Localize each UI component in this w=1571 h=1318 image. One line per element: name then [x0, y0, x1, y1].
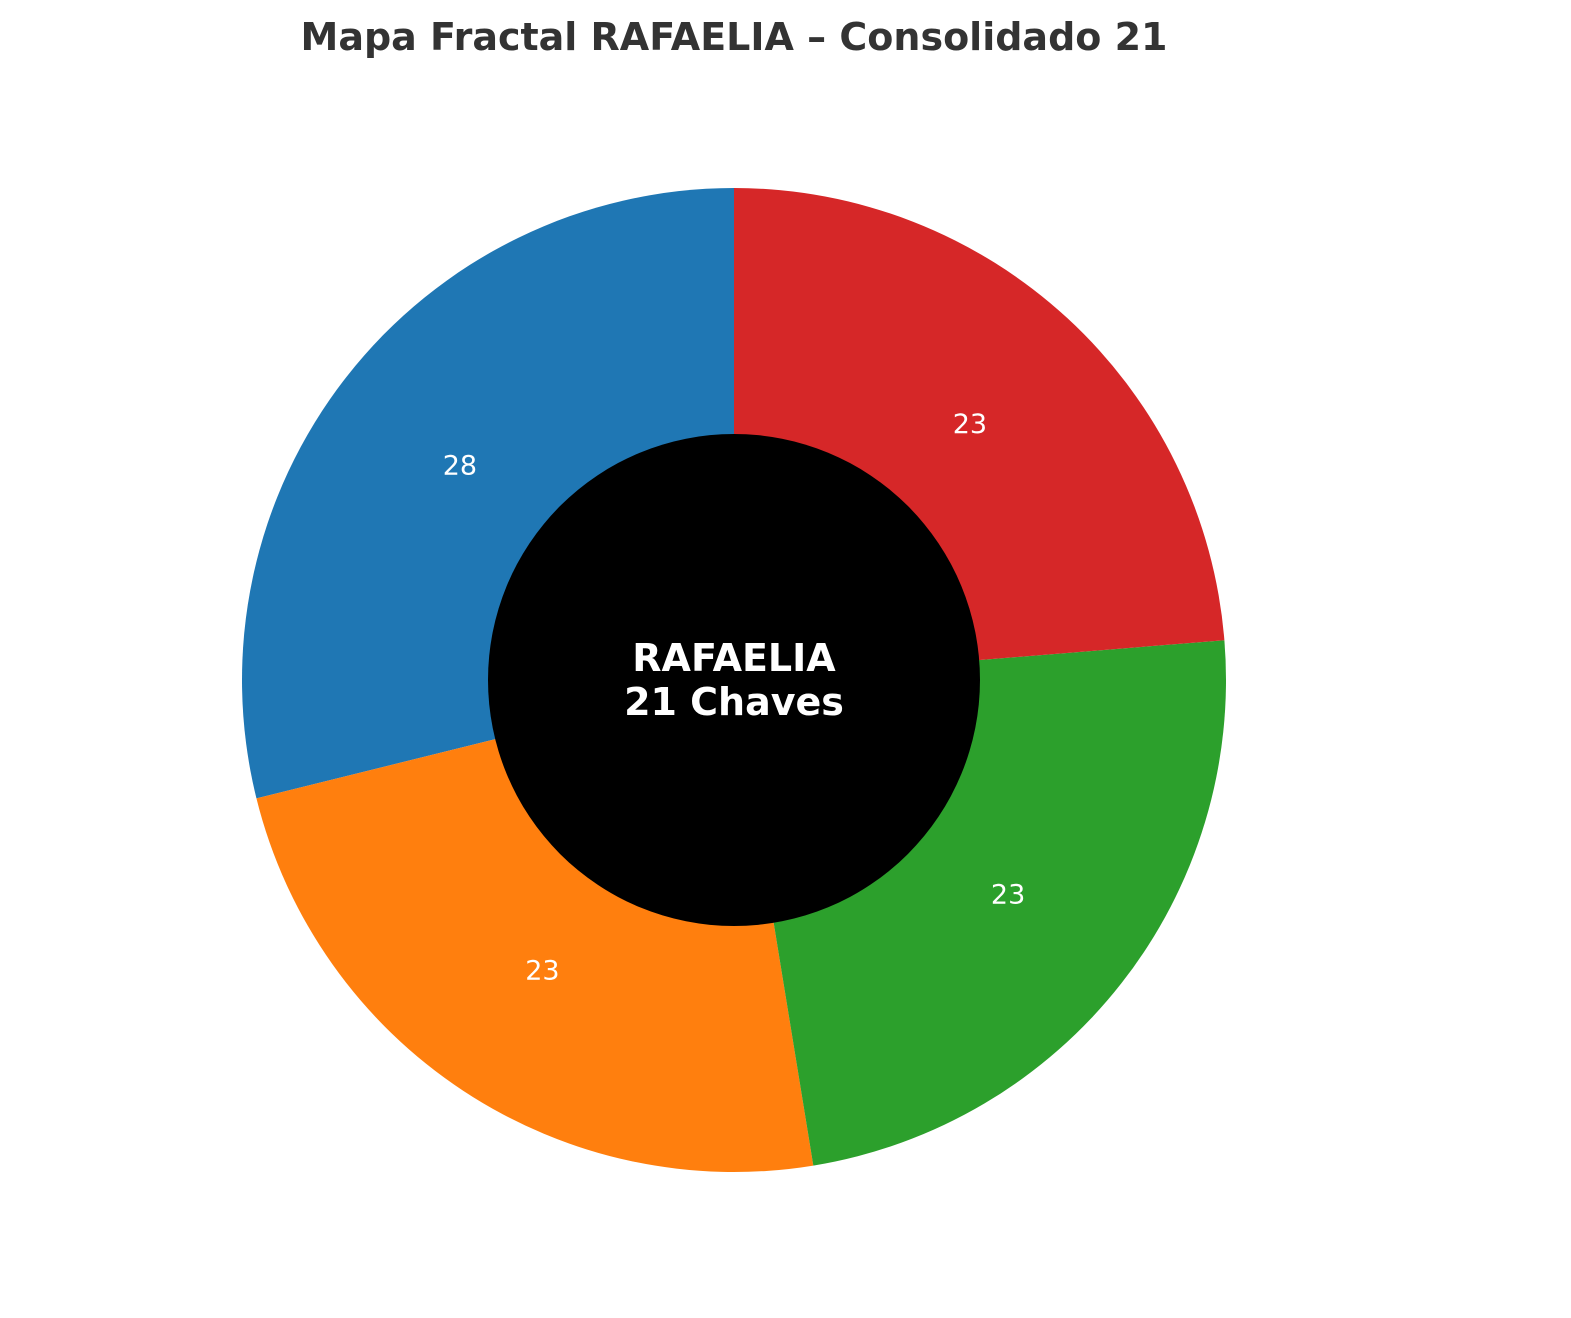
center-hole	[488, 434, 980, 926]
center-label-line-2: 21 Chaves	[624, 680, 844, 724]
slice-label-4: 23	[953, 409, 987, 440]
slice-label-3: 23	[991, 879, 1025, 910]
center-label-line-1: RAFAELIA	[632, 636, 836, 680]
slice-label-1: 28	[443, 451, 477, 482]
slice-label-2: 23	[525, 956, 559, 987]
chart-title: Mapa Fractal RAFAELIA – Consolidado 21	[301, 15, 1168, 59]
slice-labels-group: 28 23 23 23	[443, 409, 1026, 986]
